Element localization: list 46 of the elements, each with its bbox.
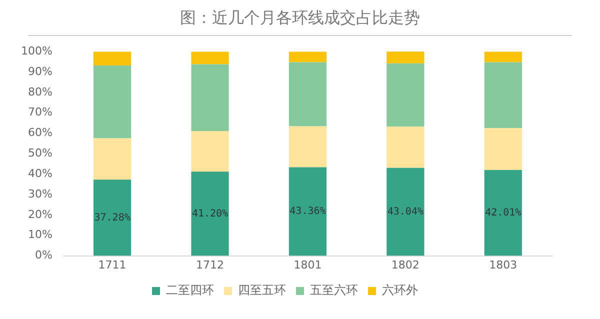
- bar: [386, 126, 424, 168]
- x-tick-label: 1803: [489, 258, 518, 272]
- legend-label: 二至四环: [166, 283, 214, 298]
- legend-label: 四至五环: [238, 283, 286, 298]
- bar: [386, 168, 424, 256]
- bar: [191, 64, 229, 132]
- bar: [386, 63, 424, 127]
- bar: [288, 52, 327, 62]
- chart-title: 图：近几个月各环线成交占比走势: [28, 8, 572, 36]
- y-tick-label: 80%: [28, 85, 52, 98]
- x-tick-label: 1712: [196, 258, 224, 272]
- y-tick-label: 70%: [28, 106, 52, 119]
- data-label: 41.20%: [192, 208, 228, 220]
- bar: [484, 62, 522, 128]
- bar: [288, 62, 327, 126]
- x-tick-label: 1801: [294, 258, 322, 272]
- bar: [93, 180, 132, 256]
- x-tick-label: 1711: [98, 258, 126, 272]
- bar: [191, 52, 229, 64]
- data-label: 42.01%: [485, 208, 522, 218]
- y-tick-label: 40%: [28, 166, 52, 180]
- bar: [484, 52, 522, 62]
- bar: [484, 170, 522, 256]
- bar: [191, 131, 229, 172]
- y-tick-label: 50%: [28, 146, 52, 160]
- bar: [484, 128, 522, 170]
- x-tick-label: 1802: [391, 258, 420, 272]
- bar: [93, 52, 132, 66]
- bar: [386, 52, 424, 64]
- y-tick-label: 30%: [28, 187, 52, 200]
- y-tick-label: 100%: [20, 44, 52, 58]
- legend-label: 五至六环: [310, 283, 358, 298]
- y-tick-label: 0%: [34, 248, 52, 262]
- data-label: 37.28%: [94, 212, 130, 224]
- data-label: 43.04%: [387, 206, 424, 218]
- bar: [93, 66, 132, 138]
- y-tick-label: 10%: [28, 228, 52, 242]
- y-tick-label: 20%: [28, 208, 52, 221]
- bar: [93, 138, 132, 180]
- y-tick-label: 60%: [28, 126, 52, 140]
- y-tick-label: 90%: [28, 64, 52, 78]
- bar: [288, 126, 327, 168]
- data-label: 43.36%: [290, 206, 326, 218]
- bar: [191, 172, 229, 256]
- legend-label: 六环外: [382, 283, 418, 298]
- bar: [288, 167, 327, 256]
